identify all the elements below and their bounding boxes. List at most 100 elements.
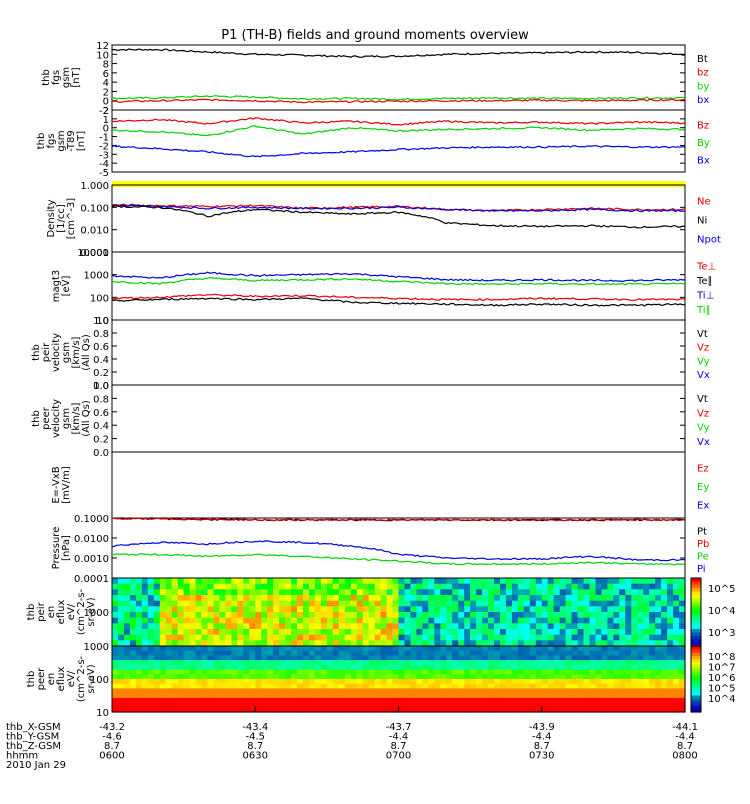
heatmap-cell bbox=[279, 660, 286, 666]
heatmap-cell bbox=[464, 623, 471, 630]
heatmap-cell bbox=[440, 650, 447, 656]
heatmap-cell bbox=[207, 683, 215, 689]
heatmap-cell bbox=[129, 674, 137, 680]
heatmap-cell bbox=[476, 660, 483, 666]
heatmap-cell bbox=[458, 655, 465, 661]
heatmap-cell bbox=[517, 640, 525, 647]
series-line-blue bbox=[111, 204, 686, 213]
heatmap-cell bbox=[649, 589, 656, 596]
heatmap-cell bbox=[523, 578, 531, 585]
heatmap-cell bbox=[309, 623, 316, 630]
heatmap-cell bbox=[118, 674, 125, 680]
heatmap-cell bbox=[458, 669, 465, 675]
heatmap-cell bbox=[344, 679, 352, 685]
heatmap-cell bbox=[565, 634, 573, 641]
heatmap-cell bbox=[452, 674, 459, 680]
heatmap-cell bbox=[386, 600, 394, 607]
heatmap-cell bbox=[637, 697, 644, 704]
heatmap-cell bbox=[517, 664, 525, 671]
heatmap-cell bbox=[368, 617, 376, 624]
heatmap-cell bbox=[601, 595, 608, 602]
heatmap-cell bbox=[673, 606, 680, 613]
colorbar-segment bbox=[691, 642, 701, 647]
legend-Bz: Bz bbox=[697, 121, 709, 132]
heatmap-cell bbox=[410, 617, 417, 624]
heatmap-cell bbox=[410, 578, 417, 585]
heatmap-cell bbox=[476, 697, 483, 704]
x-row-value: -4.4 bbox=[532, 732, 552, 743]
heatmap-cell bbox=[225, 693, 232, 699]
heatmap-cell bbox=[189, 634, 197, 641]
heatmap-cell bbox=[147, 679, 155, 685]
heatmap-cell bbox=[368, 693, 376, 699]
heatmap-cell bbox=[326, 589, 334, 596]
heatmap-cell bbox=[112, 595, 119, 602]
heatmap-cell bbox=[535, 664, 543, 671]
heatmap-cell bbox=[243, 595, 250, 602]
heatmap-cell bbox=[404, 617, 412, 624]
heatmap-cell bbox=[267, 660, 274, 666]
heatmap-cell bbox=[338, 646, 346, 652]
heatmap-cell bbox=[392, 707, 400, 713]
heatmap-cell bbox=[243, 688, 250, 694]
heatmap-cell bbox=[643, 693, 650, 699]
heatmap-cell bbox=[607, 650, 614, 656]
heatmap-cell bbox=[255, 683, 262, 689]
heatmap-cell bbox=[231, 679, 238, 685]
legend-Vz: Vz bbox=[697, 408, 709, 419]
heatmap-cell bbox=[332, 589, 340, 596]
heatmap-cell bbox=[153, 683, 161, 689]
heatmap-cell bbox=[189, 660, 197, 666]
heatmap-cell bbox=[553, 693, 561, 699]
heatmap-cell bbox=[619, 683, 626, 689]
heatmap-cell bbox=[177, 688, 185, 694]
heatmap-cell bbox=[601, 669, 608, 675]
heatmap-cell bbox=[667, 600, 674, 607]
heatmap-cell bbox=[374, 660, 382, 666]
heatmap-cell bbox=[386, 688, 394, 694]
heatmap-cell bbox=[583, 612, 591, 619]
heatmap-cell bbox=[595, 674, 603, 680]
heatmap-cell bbox=[398, 589, 406, 596]
heatmap-cell bbox=[135, 679, 143, 685]
heatmap-cell bbox=[261, 669, 268, 675]
heatmap-cell bbox=[159, 617, 167, 624]
heatmap-cell bbox=[643, 629, 650, 636]
heatmap-cell bbox=[541, 688, 549, 694]
heatmap-cell bbox=[404, 600, 412, 607]
heatmap-cell bbox=[541, 702, 549, 708]
heatmap-cell bbox=[273, 702, 280, 708]
heatmap-cell bbox=[607, 629, 614, 636]
heatmap-cell bbox=[547, 629, 555, 636]
heatmap-cell bbox=[297, 697, 304, 704]
heatmap-cell bbox=[279, 702, 286, 708]
heatmap-cell bbox=[416, 640, 423, 647]
heatmap-cell bbox=[631, 634, 638, 641]
heatmap-cell bbox=[488, 617, 495, 624]
heatmap-cell bbox=[314, 707, 322, 713]
heatmap-cell bbox=[309, 629, 316, 636]
heatmap-cell bbox=[565, 664, 573, 671]
heatmap-cell bbox=[231, 693, 238, 699]
heatmap-cell bbox=[500, 683, 507, 689]
heatmap-cell bbox=[332, 623, 340, 630]
heatmap-cell bbox=[446, 612, 453, 619]
heatmap-cell bbox=[279, 664, 286, 671]
heatmap-cell bbox=[362, 589, 370, 596]
heatmap-cell bbox=[267, 606, 274, 613]
heatmap-cell bbox=[261, 674, 268, 680]
heatmap-cell bbox=[416, 595, 423, 602]
heatmap-cell bbox=[362, 578, 370, 585]
heatmap-cell bbox=[565, 617, 573, 624]
heatmap-cell bbox=[517, 679, 525, 685]
heatmap-cell bbox=[631, 600, 638, 607]
heatmap-cell bbox=[153, 583, 161, 590]
heatmap-cell bbox=[112, 674, 119, 680]
heatmap-cell bbox=[129, 623, 137, 630]
y-axis-label: eV/ bbox=[66, 603, 77, 620]
heatmap-cell bbox=[207, 600, 215, 607]
heatmap-cell bbox=[398, 664, 406, 671]
heatmap-cell bbox=[661, 617, 668, 624]
heatmap-cell bbox=[368, 707, 376, 713]
heatmap-cell bbox=[237, 664, 244, 671]
